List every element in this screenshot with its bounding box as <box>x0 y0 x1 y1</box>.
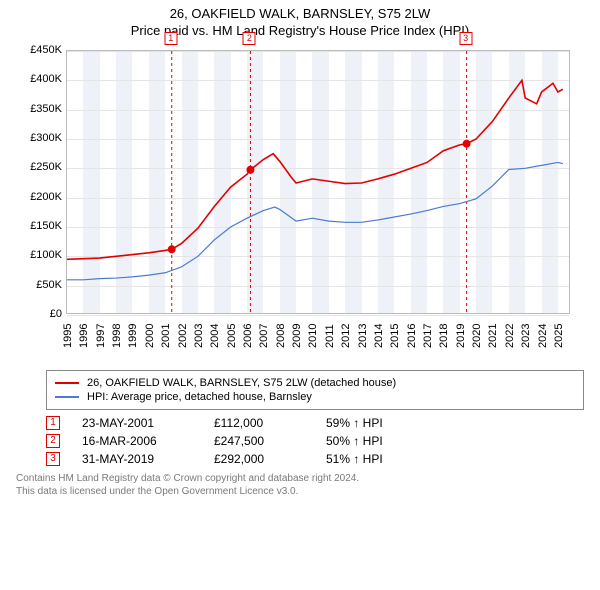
y-tick-label: £300K <box>30 132 62 144</box>
x-tick-label: 2013 <box>357 324 369 348</box>
sale-price: £247,500 <box>214 434 304 448</box>
x-tick-label: 2005 <box>226 324 238 348</box>
sale-marker-top: 2 <box>243 32 256 45</box>
grid-line <box>67 315 569 316</box>
y-tick-label: £450K <box>30 44 62 56</box>
sale-table: 1 23-MAY-2001 £112,000 59% ↑ HPI 2 16-MAR-200… <box>46 416 584 466</box>
y-tick-label: £100K <box>30 249 62 261</box>
x-tick-label: 2010 <box>307 324 319 348</box>
series-line <box>67 80 563 259</box>
legend-row: HPI: Average price, detached house, Barn… <box>55 391 575 403</box>
sale-marker-icon: 2 <box>46 434 60 448</box>
sale-table-row: 1 23-MAY-2001 £112,000 59% ↑ HPI <box>46 416 584 430</box>
x-tick-label: 2017 <box>422 324 434 348</box>
sale-dot <box>246 166 254 174</box>
credit-line2: This data is licensed under the Open Gov… <box>16 485 584 498</box>
y-tick-label: £400K <box>30 73 62 85</box>
y-tick-label: £250K <box>30 161 62 173</box>
plot-area <box>66 50 570 314</box>
sale-table-row: 3 31-MAY-2019 £292,000 51% ↑ HPI <box>46 452 584 466</box>
series-line <box>67 162 563 279</box>
x-tick-label: 2009 <box>291 324 303 348</box>
title-area: 26, OAKFIELD WALK, BARNSLEY, S75 2LW Pri… <box>0 0 600 42</box>
x-tick-label: 2012 <box>340 324 352 348</box>
x-tick-label: 2008 <box>275 324 287 348</box>
sale-price: £112,000 <box>214 416 304 430</box>
x-tick-label: 1996 <box>78 324 90 348</box>
sale-pct: 50% ↑ HPI <box>326 434 436 448</box>
x-tick-label: 2011 <box>324 324 336 348</box>
title-subtitle: Price paid vs. HM Land Registry's House … <box>10 23 590 38</box>
sale-marker-icon: 3 <box>46 452 60 466</box>
x-tick-label: 2019 <box>455 324 467 348</box>
x-tick-label: 2004 <box>209 324 221 348</box>
x-tick-label: 2021 <box>487 324 499 348</box>
sale-price: £292,000 <box>214 452 304 466</box>
x-tick-label: 2001 <box>160 324 172 348</box>
y-tick-label: £350K <box>30 103 62 115</box>
x-tick-label: 2020 <box>471 324 483 348</box>
x-tick-label: 2022 <box>504 324 516 348</box>
x-tick-label: 2007 <box>258 324 270 348</box>
x-tick-label: 1997 <box>95 324 107 348</box>
x-tick-label: 2025 <box>553 324 565 348</box>
sale-pct: 51% ↑ HPI <box>326 452 436 466</box>
x-tick-label: 1995 <box>62 324 74 348</box>
sale-date: 31-MAY-2019 <box>82 452 192 466</box>
x-tick-label: 2016 <box>406 324 418 348</box>
legend-swatch <box>55 382 79 384</box>
chart: £0 £50K £100K £150K £200K £250K £300K £350K £400… <box>20 42 580 362</box>
legend-label: HPI: Average price, detached house, Barn… <box>87 391 312 403</box>
sale-date: 23-MAY-2001 <box>82 416 192 430</box>
legend-row: 26, OAKFIELD WALK, BARNSLEY, S75 2LW (de… <box>55 377 575 389</box>
sale-pct: 59% ↑ HPI <box>326 416 436 430</box>
credit-line1: Contains HM Land Registry data © Crown c… <box>16 472 584 485</box>
legend-swatch <box>55 396 79 398</box>
sale-marker-top: 3 <box>459 32 472 45</box>
legend-label: 26, OAKFIELD WALK, BARNSLEY, S75 2LW (de… <box>87 377 396 389</box>
y-tick-label: £0 <box>50 308 62 320</box>
title-address: 26, OAKFIELD WALK, BARNSLEY, S75 2LW <box>10 6 590 21</box>
y-tick-label: £50K <box>36 279 62 291</box>
sale-dot <box>168 245 176 253</box>
y-tick-label: £200K <box>30 191 62 203</box>
x-tick-label: 2024 <box>537 324 549 348</box>
x-tick-label: 2003 <box>193 324 205 348</box>
x-tick-label: 1998 <box>111 324 123 348</box>
x-tick-label: 1999 <box>127 324 139 348</box>
legend: 26, OAKFIELD WALK, BARNSLEY, S75 2LW (de… <box>46 370 584 410</box>
sale-marker-top: 1 <box>164 32 177 45</box>
x-tick-label: 2000 <box>144 324 156 348</box>
x-tick-label: 2015 <box>389 324 401 348</box>
x-tick-label: 2006 <box>242 324 254 348</box>
plot-svg <box>67 51 569 313</box>
x-tick-label: 2002 <box>177 324 189 348</box>
credit: Contains HM Land Registry data © Crown c… <box>16 472 584 498</box>
sale-date: 16-MAR-2006 <box>82 434 192 448</box>
y-tick-label: £150K <box>30 220 62 232</box>
sale-dot <box>463 140 471 148</box>
x-tick-label: 2023 <box>520 324 532 348</box>
sale-table-row: 2 16-MAR-2006 £247,500 50% ↑ HPI <box>46 434 584 448</box>
x-tick-label: 2018 <box>438 324 450 348</box>
sale-marker-icon: 1 <box>46 416 60 430</box>
x-tick-label: 2014 <box>373 324 385 348</box>
